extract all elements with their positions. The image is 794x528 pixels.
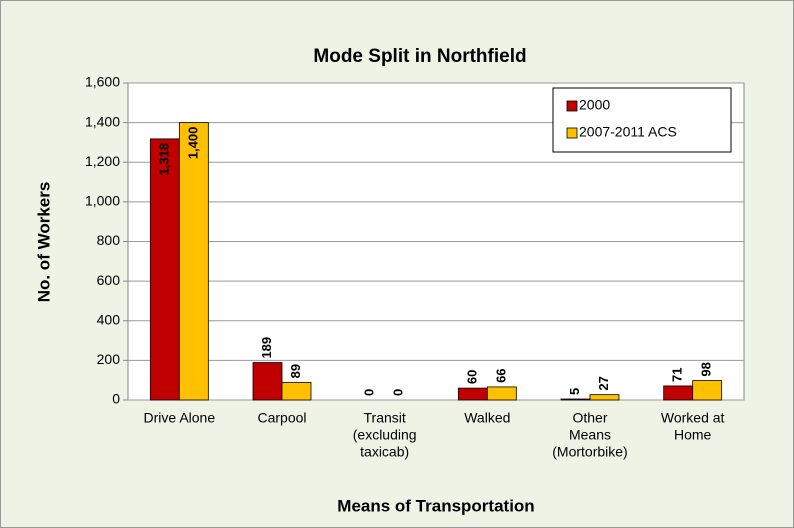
y-tick-label: 1,400 [85,113,120,129]
y-tick-label: 400 [97,311,121,327]
bar [149,138,180,401]
bar [252,362,283,401]
data-label: 66 [493,368,508,382]
bar [457,387,488,401]
bar [589,394,620,401]
bar [692,380,723,401]
x-tick-label: Transit [364,410,406,426]
legend-box [552,87,732,153]
data-label: 89 [288,364,303,378]
x-tick-label: (excluding [353,427,417,443]
y-tick-label: 0 [112,391,120,407]
data-label: 60 [464,370,479,384]
bar [281,381,312,401]
data-label: 189 [259,337,274,359]
data-label: 0 [391,389,406,396]
data-label: 1,318 [156,143,171,176]
x-tick-label: Walked [464,410,510,426]
legend-label: 2000 [579,97,610,113]
y-tick-label: 1,000 [85,193,120,209]
x-axis-label: Means of Transportation [337,496,534,515]
y-tick-label: 600 [97,272,121,288]
y-tick-label: 1,200 [85,153,120,169]
data-label: 98 [699,362,714,376]
legend-swatch [566,127,578,139]
x-tick-label: taxicab) [360,444,409,460]
bar [560,398,591,401]
bar [178,122,209,401]
data-label: 71 [670,367,685,381]
x-tick-label: (Mortorbike) [552,444,627,460]
bar [486,386,517,401]
legend-swatch [566,100,578,112]
chart-title: Mode Split in Northfield [313,46,526,67]
x-tick-label: Worked at [661,410,725,426]
bar [663,385,694,401]
x-tick-label: Drive Alone [144,410,216,426]
x-tick-label: Means [569,427,611,443]
x-tick-label: Carpool [257,410,306,426]
data-label: 27 [596,376,611,390]
y-tick-label: 800 [97,232,121,248]
data-label: 0 [362,389,377,396]
legend-label: 2007-2011 ACS [579,124,677,140]
y-tick-label: 200 [97,351,121,367]
y-axis-label: No. of Workers [34,182,53,303]
data-label: 5 [567,388,582,395]
x-tick-label: Other [572,410,607,426]
data-label: 1,400 [185,127,200,160]
x-tick-label: Home [674,427,712,443]
y-tick-label: 1,600 [85,74,120,90]
